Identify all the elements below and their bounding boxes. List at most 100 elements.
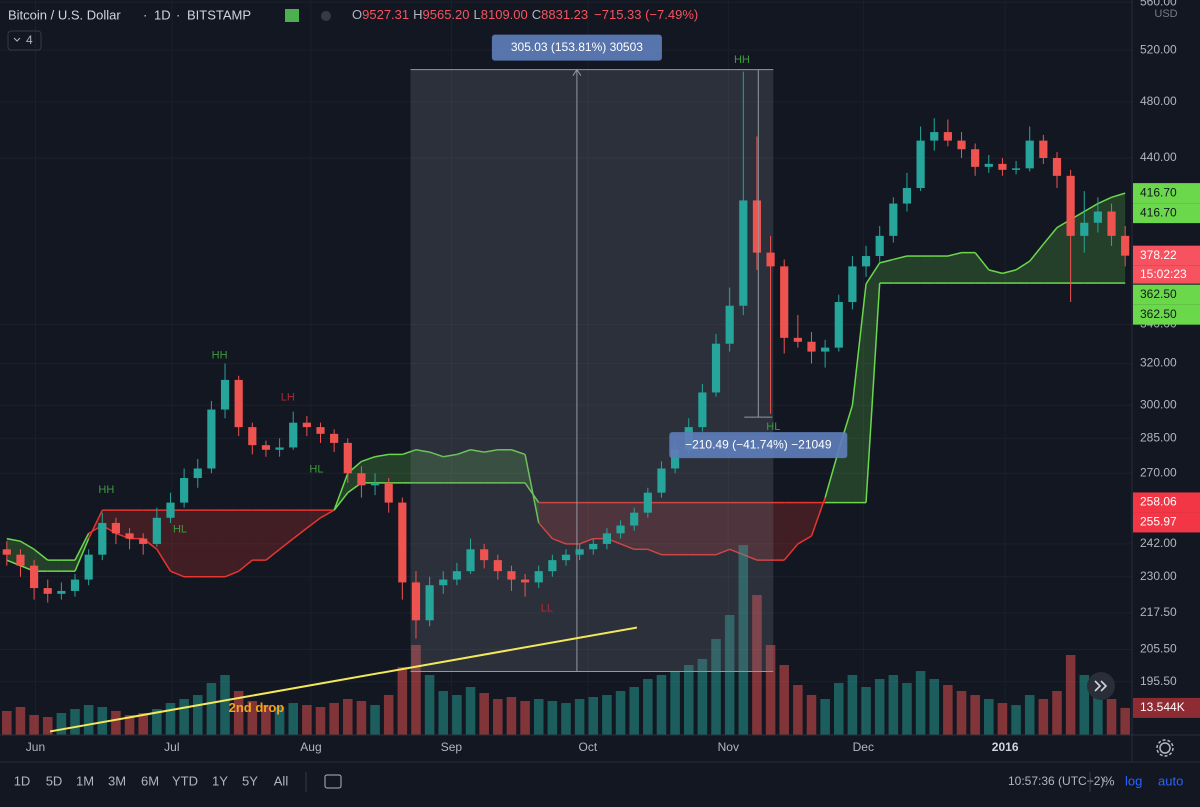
flag-icon[interactable] — [285, 9, 299, 22]
candle-body — [602, 533, 612, 544]
date-range-icon[interactable] — [324, 774, 342, 789]
span-a-segment — [156, 548, 172, 572]
x-tick-label: Dec — [853, 740, 874, 754]
candle-body — [1093, 211, 1102, 223]
high-label: H — [413, 7, 422, 22]
volume-bar — [97, 707, 108, 735]
volume-bar — [970, 695, 980, 735]
candle-body — [425, 585, 434, 621]
volume-bar — [506, 697, 517, 735]
span-a-segment — [238, 559, 253, 572]
cloud-fill — [1043, 227, 1057, 284]
candle-body — [534, 571, 543, 583]
volume-bar — [1052, 691, 1062, 735]
cloud-fill — [1016, 261, 1030, 284]
candle-body — [984, 163, 993, 167]
volume-bar — [343, 699, 353, 735]
volume-bar — [752, 595, 762, 735]
candle-body — [1039, 140, 1048, 158]
span-a-segment — [361, 456, 376, 463]
span-a-segment — [415, 449, 430, 453]
volume-bar — [42, 717, 53, 735]
span-a-segment — [170, 570, 185, 578]
candle-body — [330, 433, 339, 443]
pivot-label: HL — [766, 421, 780, 433]
y-tick-label: 205.50 — [1140, 642, 1177, 656]
cloud-fill — [702, 502, 717, 555]
candle-body — [725, 305, 734, 344]
span-a-segment — [1111, 192, 1126, 199]
candle-body — [180, 478, 189, 503]
volume-bar — [984, 699, 994, 735]
candle-body — [111, 522, 121, 534]
range-button[interactable]: All — [274, 773, 289, 788]
volume-bar — [302, 705, 312, 735]
volume-bar — [370, 705, 380, 735]
toolbar: 1D 5D 1M 3M 6M YTD 1Y 5Y All — [14, 773, 289, 788]
price-label-bg — [1133, 512, 1200, 533]
dot: · — [143, 7, 147, 22]
candle-body — [1121, 235, 1130, 256]
volume-bar — [956, 691, 967, 735]
percent-toggle[interactable]: % — [1103, 773, 1115, 788]
span-a-segment — [810, 497, 826, 537]
candle-body — [480, 549, 489, 561]
span-a-segment — [224, 570, 239, 578]
volume-label-bg — [1133, 697, 1200, 718]
range-button[interactable]: 1D — [14, 773, 31, 788]
trend-line — [49, 626, 638, 733]
cloud-fill — [756, 502, 771, 561]
price-label: 416.70 — [1140, 185, 1177, 199]
candle-body — [452, 571, 461, 580]
range-button[interactable]: 1Y — [212, 773, 228, 788]
price-label-bg — [1133, 245, 1200, 266]
price-label: 378.22 — [1140, 248, 1177, 262]
span-a-segment — [6, 537, 21, 543]
volume-bar — [793, 685, 803, 735]
cloud-fill — [1097, 197, 1112, 284]
pivot-label: LL — [541, 602, 553, 614]
indicators-toggle[interactable] — [7, 30, 42, 51]
cloud-fill — [784, 502, 798, 561]
volume-bar — [397, 667, 408, 735]
y-tick-label: 300.00 — [1140, 397, 1177, 411]
candle-body — [698, 392, 707, 428]
candle-body — [207, 409, 216, 469]
range-button[interactable]: YTD — [172, 773, 198, 788]
candle-body — [439, 579, 448, 586]
range-button[interactable]: 3M — [108, 773, 126, 788]
log-toggle[interactable]: log — [1125, 773, 1142, 788]
range-button[interactable]: 1M — [76, 773, 94, 788]
candle-body — [848, 266, 857, 303]
volume-bar — [83, 705, 94, 735]
range-button[interactable]: 6M — [141, 773, 159, 788]
cloud-fill — [61, 560, 76, 572]
span-a-segment — [470, 449, 485, 453]
plot-area: HH HL HH LH HL LL HH HL 2nd drop — [2, 54, 1130, 735]
cloud-fill — [265, 510, 280, 561]
cloud-fill — [211, 510, 226, 577]
auto-toggle[interactable]: auto — [1158, 773, 1183, 788]
x-tick-label: Jul — [164, 740, 179, 754]
candle-body — [643, 492, 652, 513]
cloud-fill — [729, 502, 744, 555]
settings-icon[interactable] — [1159, 742, 1171, 754]
y-tick-label: 520.00 — [1140, 42, 1177, 56]
interval[interactable]: 1D — [154, 7, 171, 22]
candle-body — [466, 549, 475, 572]
cloud-fill — [456, 449, 471, 483]
candle-body — [1107, 211, 1116, 236]
candle-body — [507, 571, 516, 580]
cloud-fill — [197, 510, 212, 577]
range-button[interactable]: 5Y — [242, 773, 258, 788]
cloud-fill — [961, 252, 976, 284]
candle-body — [711, 343, 721, 393]
volume-bar — [29, 715, 39, 735]
cloud-fill — [675, 502, 689, 555]
candle-body — [902, 188, 912, 204]
volume-bar — [424, 675, 435, 735]
range-button[interactable]: 5D — [46, 773, 63, 788]
span-a-segment — [988, 269, 1003, 275]
cloud-fill — [1029, 244, 1044, 284]
cloud-fill — [402, 449, 416, 483]
